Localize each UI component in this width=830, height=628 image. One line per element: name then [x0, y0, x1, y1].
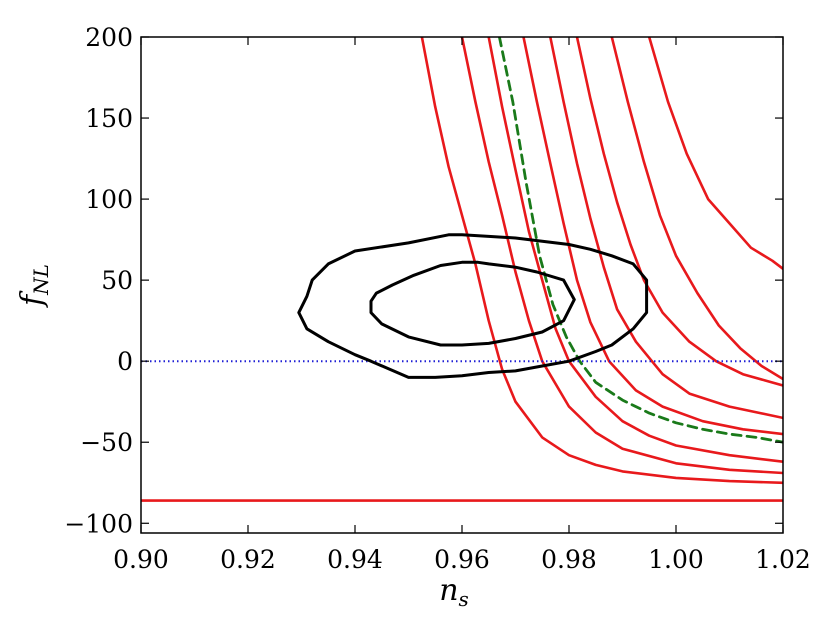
- series-contour-inner: [369, 260, 576, 347]
- series-red-1: [420, 37, 783, 485]
- y-tick-label: 100: [85, 185, 133, 214]
- x-tick-label: 1.00: [648, 545, 704, 574]
- x-axis-label: ns: [439, 573, 469, 611]
- x-tick-label: 0.92: [220, 545, 276, 574]
- y-tick-label: 0: [117, 347, 133, 376]
- series-layer: [141, 37, 783, 502]
- series-red-3: [487, 37, 783, 464]
- x-tick-label: 0.90: [113, 545, 169, 574]
- series-contour-outer: [297, 233, 649, 379]
- ticks-layer: 0.90 0.92 0.94 0.96 0.98 1.00 1.02 200 150 100 50 0…: [64, 23, 811, 574]
- x-tick-label: 0.96: [434, 545, 490, 574]
- y-tick-label: 150: [85, 104, 133, 133]
- series-red-8: [647, 37, 783, 271]
- x-tick-label: 0.94: [327, 545, 383, 574]
- y-axis-label: fNL: [15, 264, 53, 308]
- x-tick-label: 1.02: [755, 545, 811, 574]
- series-red-7: [610, 37, 783, 381]
- y-tick-label: 200: [85, 23, 133, 52]
- plot-frame: [140, 36, 784, 534]
- series-green-dashed: [497, 37, 783, 444]
- series-red-4: [522, 37, 783, 436]
- y-tick-label: −50: [80, 428, 133, 457]
- series-red-5: [548, 37, 783, 420]
- x-tick-label: 0.98: [541, 545, 597, 574]
- y-tick-label: −100: [64, 509, 133, 538]
- series-red-6: [575, 37, 783, 387]
- y-tick-label: 50: [101, 266, 133, 295]
